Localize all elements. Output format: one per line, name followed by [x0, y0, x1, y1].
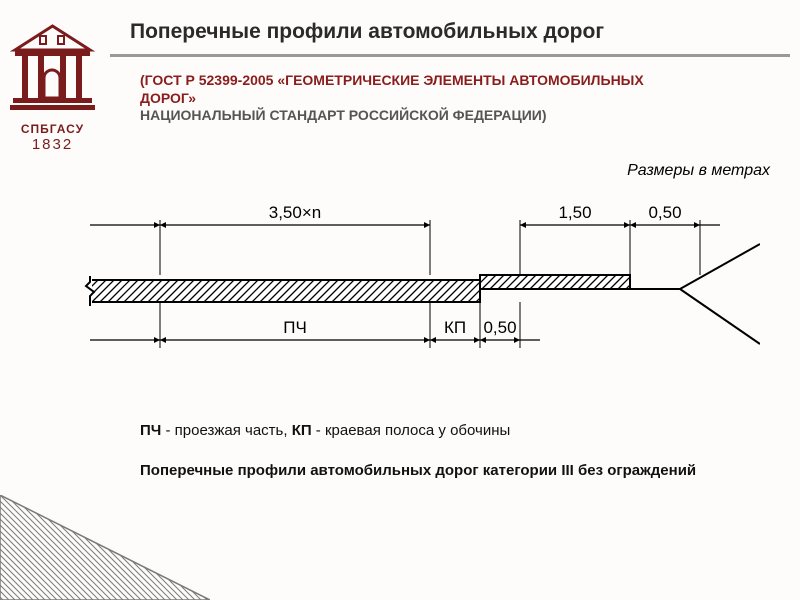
legend-abbrev: ПЧ - проезжая часть, КП - краевая полоса…	[140, 422, 700, 439]
svg-text:3,50×n: 3,50×n	[269, 203, 321, 222]
svg-text:КП: КП	[444, 318, 466, 337]
title-underline	[110, 54, 790, 57]
legend-block: ПЧ - проезжая часть, КП - краевая полоса…	[140, 422, 700, 481]
logo-year: 1832	[10, 136, 95, 153]
svg-text:ПЧ: ПЧ	[283, 318, 307, 337]
logo-text: СПБГАСУ	[10, 122, 95, 136]
pch-abbrev: ПЧ	[140, 422, 161, 439]
building-icon	[10, 20, 95, 115]
kp-desc: - краевая полоса у обочины	[312, 422, 511, 439]
pch-desc: - проезжая часть,	[161, 422, 291, 439]
svg-text:0,50: 0,50	[648, 203, 681, 222]
legend-caption: Поперечные профили автомобильных дорог к…	[140, 461, 700, 481]
cross-section-diagram: 3,50×n 1,50 0,50 ПЧ КП 0,50	[60, 190, 760, 390]
units-label: Размеры в метрах	[627, 162, 770, 180]
gost-line-1: (ГОСТ Р 52399-2005 «ГЕОМЕТРИЧЕСКИЕ ЭЛЕМЕ…	[140, 72, 700, 107]
page-title: Поперечные профили автомобильных дорог	[130, 20, 604, 44]
gost-line-2: НАЦИОНАЛЬНЫЙ СТАНДАРТ РОССИЙСКОЙ ФЕДЕРАЦ…	[140, 107, 700, 125]
svg-text:0,50: 0,50	[483, 318, 516, 337]
kp-abbrev: КП	[292, 422, 312, 439]
svg-text:1,50: 1,50	[558, 203, 591, 222]
gost-block: (ГОСТ Р 52399-2005 «ГЕОМЕТРИЧЕСКИЕ ЭЛЕМЕ…	[140, 72, 700, 125]
logo-block: СПБГАСУ 1832	[10, 20, 95, 153]
corner-triangle	[0, 495, 210, 600]
